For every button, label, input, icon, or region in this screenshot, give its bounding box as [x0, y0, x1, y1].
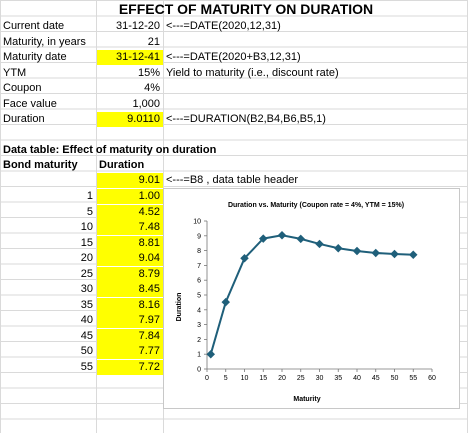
data-point: [409, 250, 418, 259]
x-tick-label: 0: [205, 375, 209, 382]
data-point: [259, 234, 268, 243]
x-tick-label: 50: [391, 375, 399, 382]
table-duration-cell[interactable]: 7.84: [97, 328, 163, 344]
data-point: [371, 248, 380, 258]
table-duration-cell[interactable]: 1.00: [97, 189, 163, 204]
chart-xlabel: Maturity: [293, 396, 320, 403]
table-duration-cell[interactable]: 9.04: [97, 251, 163, 266]
y-tick-label: 2: [197, 337, 201, 344]
row-value[interactable]: 1,000: [132, 97, 160, 110]
row-formula-note: <---=DURATION(B2,B4,B6,B5,1): [166, 113, 326, 125]
data-point: [352, 246, 362, 256]
y-tick-label: 7: [197, 263, 201, 270]
table-duration-cell[interactable]: 4.52: [97, 204, 163, 220]
y-tick-label: 1: [197, 352, 201, 359]
row-label: Duration: [3, 113, 45, 125]
table-maturity-cell[interactable]: 25: [80, 267, 93, 280]
table-maturity-cell[interactable]: 20: [80, 252, 93, 264]
row-formula-note: <---=DATE(2020+B3,12,31): [166, 51, 301, 63]
table-heading: Data table: Effect of maturity on durati…: [3, 144, 217, 156]
row-value[interactable]: 15%: [137, 66, 160, 79]
y-tick-label: 3: [197, 322, 201, 329]
row-label: YTM: [3, 66, 27, 79]
row-value[interactable]: 9.0110: [97, 112, 163, 127]
table-duration-cell[interactable]: 8.79: [97, 266, 163, 282]
data-point: [334, 243, 343, 253]
x-tick-label: 15: [259, 375, 267, 382]
data-point: [315, 239, 324, 249]
x-tick-label: 30: [316, 375, 324, 382]
table-maturity-cell[interactable]: 55: [80, 360, 93, 373]
table-duration-cell[interactable]: 8.81: [97, 235, 163, 251]
table-duration-cell[interactable]: 7.97: [97, 313, 163, 328]
table-maturity-cell[interactable]: 15: [80, 236, 93, 249]
table-maturity-cell[interactable]: 10: [80, 221, 93, 233]
row-formula-note: Yield to maturity (i.e., discount rate): [166, 66, 339, 79]
data-point: [277, 230, 287, 240]
table-maturity-cell[interactable]: 1: [86, 190, 93, 202]
x-tick-label: 60: [428, 375, 436, 382]
y-tick-label: 5: [197, 293, 201, 300]
row-label: Current date: [3, 20, 65, 32]
y-tick-label: 10: [193, 219, 201, 226]
table-maturity-cell[interactable]: 30: [80, 283, 93, 295]
table-maturity-cell[interactable]: 50: [80, 345, 93, 357]
table-duration-cell[interactable]: 8.45: [97, 282, 163, 297]
table-duration-cell[interactable]: 7.77: [97, 344, 163, 359]
row-label: Maturity date: [3, 51, 67, 63]
series-line: [209, 234, 414, 355]
y-tick-label: 0: [197, 367, 201, 374]
column-divider: [96, 0, 97, 433]
table-maturity-cell[interactable]: 35: [80, 298, 93, 311]
x-tick-label: 5: [224, 375, 228, 382]
table-maturity-cell[interactable]: 40: [80, 314, 93, 326]
table-header-note: <---=B8 , data table header: [166, 174, 299, 186]
data-point: [296, 234, 305, 244]
x-tick-label: 10: [241, 375, 249, 382]
chart-series: [206, 230, 418, 359]
row-value[interactable]: 31-12-41: [97, 50, 163, 65]
x-tick-label: 25: [297, 375, 305, 382]
row-formula-note: <---=DATE(2020,12,31): [166, 20, 281, 32]
y-tick-label: 4: [197, 307, 201, 314]
table-duration-cell[interactable]: 7.72: [97, 359, 163, 375]
table-maturity-cell[interactable]: 45: [80, 329, 93, 342]
row-label: Maturity, in years: [3, 35, 86, 48]
x-tick-label: 40: [353, 375, 361, 382]
table-duration-cell[interactable]: 7.48: [97, 220, 163, 235]
y-tick-label: 6: [197, 278, 201, 285]
duration-chart[interactable]: Duration vs. Maturity (Coupon rate = 4%,…: [163, 188, 460, 409]
data-point: [206, 349, 215, 359]
sheet-title: EFFECT OF MATURITY ON DURATION: [118, 1, 374, 17]
x-tick-label: 55: [409, 375, 417, 382]
row-value[interactable]: 31-12-20: [115, 20, 160, 32]
x-tick-label: 20: [278, 375, 286, 382]
table-header-value[interactable]: 9.01: [97, 173, 163, 188]
row-label: Face value: [3, 97, 57, 110]
table-maturity-cell[interactable]: 5: [86, 205, 93, 218]
chart-title: Duration vs. Maturity (Coupon rate = 4%,…: [228, 202, 404, 209]
y-tick-label: 8: [197, 248, 201, 255]
x-tick-label: 35: [334, 375, 342, 382]
table-col-maturity: Bond maturity: [3, 159, 78, 171]
chart-ylabel: Duration: [176, 293, 183, 322]
y-tick-label: 9: [197, 233, 201, 240]
row-value[interactable]: 21: [147, 35, 160, 48]
table-duration-cell[interactable]: 8.16: [97, 297, 163, 313]
x-tick-label: 45: [372, 375, 380, 382]
data-point: [221, 297, 230, 307]
table-col-duration: Duration: [99, 159, 145, 171]
row-value[interactable]: 4%: [144, 82, 160, 94]
data-point: [390, 249, 399, 259]
row-label: Coupon: [3, 82, 42, 94]
